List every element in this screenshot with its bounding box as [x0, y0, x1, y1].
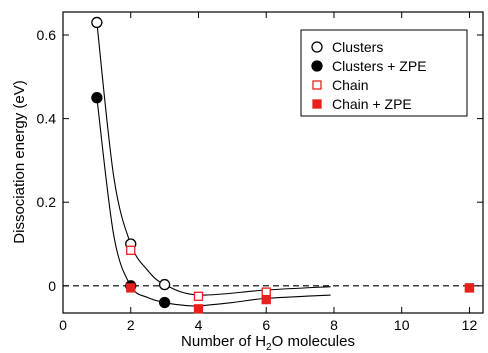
clusters-point: [91, 16, 103, 29]
fit-curve-1: [96, 22, 331, 296]
x-tick-label: 12: [462, 317, 478, 333]
fit-curve-2: [96, 97, 331, 307]
plot-frame: [62, 11, 484, 314]
legend-box: [300, 29, 468, 117]
legend-label-clusters-zpe: Clusters + ZPE: [332, 58, 427, 74]
chain-zpe-point: [261, 294, 271, 305]
y-tick-label: 0.4: [37, 111, 57, 127]
legend-label-chain-zpe: Chain + ZPE: [332, 96, 412, 112]
chain-point: [261, 287, 271, 297]
fit-curve-layer: [96, 22, 331, 307]
legend-label-clusters: Clusters: [332, 39, 383, 55]
clusters-zpe-point: [91, 92, 103, 104]
legend-label-chain: Chain: [332, 77, 369, 93]
y-tick-label: 0.6: [37, 27, 57, 43]
legend-marker-chain-zpe: [312, 99, 322, 109]
legend-marker-chain: [312, 80, 322, 90]
clusters-point: [158, 278, 171, 291]
x-tick-label: 10: [394, 317, 410, 333]
chain-point: [193, 291, 204, 301]
axis-ticks: 0 2 4 6 8 10 12 0 0.2 0.4 0.6: [37, 12, 483, 333]
x-tick-label: 6: [262, 317, 270, 333]
chain-zpe-point: [126, 283, 136, 293]
y-tick-label: 0.2: [37, 194, 57, 210]
y-axis-title: Dissociation energy (eV): [11, 80, 28, 243]
chain-zpe-point: [464, 283, 475, 293]
legend-marker-clusters-zpe: [311, 60, 323, 72]
x-tick-label: 2: [127, 317, 135, 333]
x-tick-label: 0: [59, 317, 67, 333]
x-tick-label: 4: [195, 317, 203, 333]
chain-point: [126, 245, 136, 255]
legend: Clusters Clusters + ZPE Chain Chain + ZPE: [300, 29, 468, 117]
y-tick-label: 0: [48, 278, 56, 294]
x-tick-label: 8: [330, 317, 338, 333]
legend-marker-clusters: [311, 41, 323, 53]
data-markers: [91, 16, 475, 314]
x-axis-title: Number of H2O molecules: [181, 333, 355, 353]
clusters-zpe-point: [158, 296, 171, 309]
chain-zpe-point: [193, 304, 204, 314]
